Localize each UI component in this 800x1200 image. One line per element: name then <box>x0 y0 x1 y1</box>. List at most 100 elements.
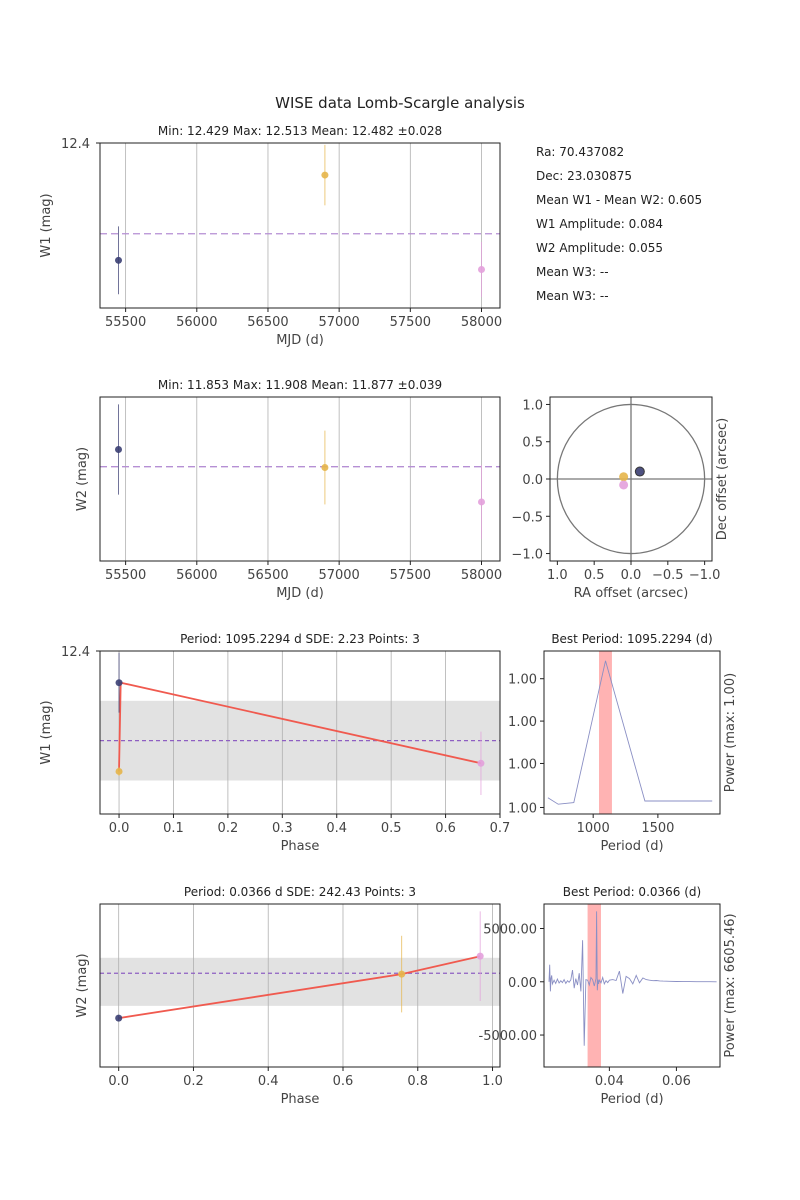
y-tick-label: 5000.00 <box>483 923 537 938</box>
info-line: Ra: 70.437082 <box>536 145 624 159</box>
x-axis-label: MJD (d) <box>276 333 324 348</box>
y-tick-label: 0.5 <box>522 436 543 451</box>
data-point <box>476 952 484 960</box>
x-tick-label: 56500 <box>247 315 288 330</box>
data-point <box>619 480 629 490</box>
x-tick-label: −0.5 <box>652 568 684 583</box>
x-tick-label: 0.7 <box>490 821 511 836</box>
y-tick-label: −0.5 <box>511 510 543 525</box>
y-tick-label: −1.0 <box>511 548 543 563</box>
y-tick-label: 1.0 <box>522 398 543 413</box>
plot-area <box>550 397 712 561</box>
y-tick-label: 1.00 <box>508 715 537 730</box>
x-tick-label: −1.0 <box>689 568 721 583</box>
x-axis-label: Phase <box>281 1092 320 1107</box>
y-axis-label: Dec offset (arcsec) <box>715 418 730 540</box>
w2-periodogram-panel: 0.04 0.06 5000.00 0.00 -5000.00 Best Period: … <box>479 885 738 1107</box>
w2-lightcurve-panel: 55500 56000 56500 57000 57500 58000 Min: 11.85… <box>75 378 502 601</box>
x-tick-label: 57500 <box>390 568 431 583</box>
data-point <box>115 679 123 687</box>
x-axis-label: Phase <box>281 839 320 854</box>
y-axis-label: Power (max: 1.00) <box>723 673 738 792</box>
y-tick-label: 1.00 <box>508 673 537 688</box>
panel-subtitle: Min: 12.429 Max: 12.513 Mean: 12.482 ±0.… <box>158 124 442 138</box>
axes-frame <box>543 903 721 1068</box>
x-tick-label: 57000 <box>318 315 359 330</box>
x-tick-label: 57000 <box>318 568 359 583</box>
y-tick-label: 12.4 <box>61 137 90 152</box>
x-tick-label: 56500 <box>247 568 288 583</box>
x-tick-label: 55500 <box>105 568 146 583</box>
x-tick-label: 58000 <box>461 315 502 330</box>
info-line: W1 Amplitude: 0.084 <box>536 217 663 231</box>
plot-area <box>100 397 500 561</box>
scatter-band <box>100 957 500 1006</box>
x-tick-label: 57500 <box>390 315 431 330</box>
x-tick-label: 1500 <box>641 821 674 836</box>
axes-frame <box>99 650 501 815</box>
plot-area <box>100 651 500 814</box>
x-axis-label: Period (d) <box>600 839 663 854</box>
panel-subtitle: Period: 1095.2294 d SDE: 2.23 Points: 3 <box>180 632 420 646</box>
data-point <box>115 1014 123 1022</box>
best-period-highlight <box>599 651 612 814</box>
info-panel: Ra: 70.437082 Dec: 23.030875 Mean W1 - M… <box>536 145 702 303</box>
x-tick-label: 0.0 <box>621 568 642 583</box>
x-tick-label: 0.6 <box>333 1074 354 1089</box>
x-tick-label: 58000 <box>461 568 502 583</box>
y-axis-label: W2 (mag) <box>75 953 90 1017</box>
axes-frame <box>543 650 721 815</box>
data-point <box>321 171 329 179</box>
x-tick-label: 55500 <box>105 315 146 330</box>
x-tick-label: 0.4 <box>258 1074 279 1089</box>
x-tick-label: 56000 <box>176 315 217 330</box>
y-tick-label: 1.00 <box>508 757 537 772</box>
data-point <box>398 970 406 978</box>
x-tick-label: 0.8 <box>407 1074 428 1089</box>
x-tick-label: 0.5 <box>584 568 605 583</box>
position-offset-panel: 1.0 0.5 0.0 −0.5 −1.01.00.50.0−0.5−1.0RA off… <box>511 396 730 601</box>
x-tick-label: 0.0 <box>108 1074 129 1089</box>
axes-frame <box>99 142 501 309</box>
y-axis-label: Power (max: 6605.46) <box>723 913 738 1057</box>
data-point <box>115 445 123 453</box>
panel-subtitle: Period: 0.0366 d SDE: 242.43 Points: 3 <box>184 885 416 899</box>
y-tick-label: 0.00 <box>508 976 537 991</box>
axes-frame <box>99 396 501 562</box>
info-line: Mean W1 - Mean W2: 0.605 <box>536 193 702 207</box>
x-tick-label: 0.04 <box>595 1074 624 1089</box>
info-line: W2 Amplitude: 0.055 <box>536 241 663 255</box>
x-axis-label: MJD (d) <box>276 586 324 601</box>
data-point <box>477 759 485 767</box>
x-tick-label: 0.0 <box>109 821 130 836</box>
plot-area <box>100 904 500 1067</box>
panel-subtitle: Min: 11.853 Max: 11.908 Mean: 11.877 ±0.… <box>158 378 442 392</box>
x-tick-label: 1.0 <box>547 568 568 583</box>
x-tick-label: 0.06 <box>662 1074 691 1089</box>
x-tick-label: 0.3 <box>272 821 293 836</box>
x-tick-label: 0.5 <box>381 821 402 836</box>
y-tick-label: 1.00 <box>508 801 537 816</box>
periodogram-line <box>547 660 713 805</box>
data-point <box>619 472 629 482</box>
axes-frame <box>99 903 501 1068</box>
w1-periodogram-panel: 1000 1500 1.00 1.00 1.00 1.00 Best Period: 109… <box>508 632 738 854</box>
info-line: Mean W3: -- <box>536 265 609 279</box>
x-tick-label: 1000 <box>577 821 610 836</box>
data-point <box>477 498 485 506</box>
periodogram-line <box>548 911 717 1046</box>
w1-phase-folded-panel: 0.0 0.1 0.2 0.3 0.4 0.5 0.6 0.7 12.4 Period: 1095… <box>39 632 510 854</box>
y-axis-label: W1 (mag) <box>39 193 54 257</box>
x-tick-label: 0.2 <box>183 1074 204 1089</box>
data-point <box>634 466 645 477</box>
x-axis-label: RA offset (arcsec) <box>574 586 689 601</box>
plot-area <box>100 143 500 308</box>
panel-subtitle: Best Period: 1095.2294 (d) <box>551 632 712 646</box>
w1-lightcurve-panel: 55500 56000 56500 57000 57500 58000 12.4 Min: 1… <box>39 124 502 348</box>
y-axis-label: W2 (mag) <box>75 447 90 511</box>
plot-area <box>547 651 713 814</box>
y-axis-label: W1 (mag) <box>39 700 54 764</box>
figure-title: WISE data Lomb-Scargle analysis <box>275 94 525 112</box>
y-tick-label: 12.4 <box>61 645 90 660</box>
